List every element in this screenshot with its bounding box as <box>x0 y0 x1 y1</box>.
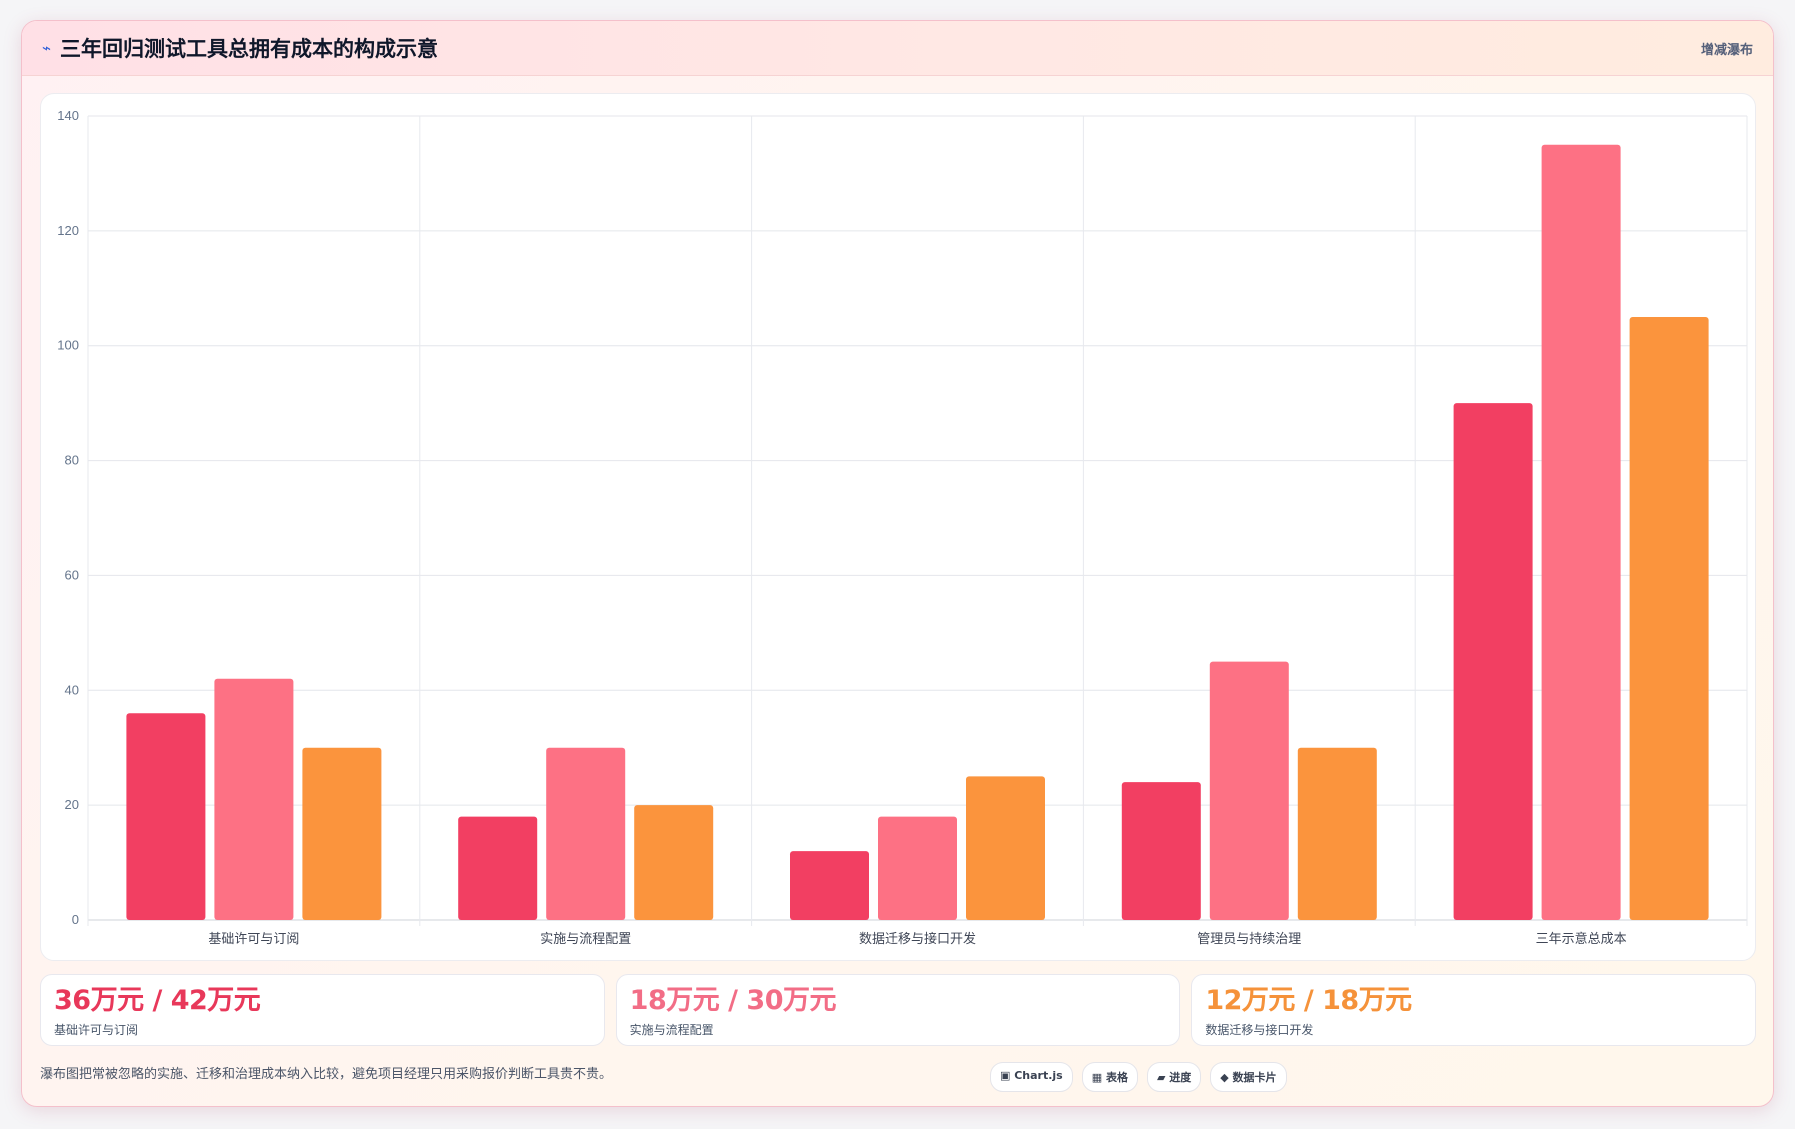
bar <box>546 747 626 920</box>
kpi-card-implementation: 18万元 / 30万元 实施与流程配置 <box>615 974 1181 1046</box>
kpi-row: 36万元 / 42万元 基础许可与订阅 18万元 / 30万元 实施与流程配置 … <box>40 974 1757 1046</box>
x-tick-label: 管理员与持续治理 <box>1197 932 1301 947</box>
x-tick-label: 基础许可与订阅 <box>208 932 299 947</box>
feature-chips: ▣ Chart.js ▦ 表格 ▰ 进度 ◆ 数据卡片 <box>990 1062 1287 1092</box>
chart-type-tag: 增减瀑布 <box>1700 42 1753 58</box>
chip-progress[interactable]: ▰ 进度 <box>1146 1062 1202 1092</box>
kpi-label: 数据迁移与接口开发 <box>1205 1023 1314 1037</box>
x-tick-label: 数据迁移与接口开发 <box>859 931 976 947</box>
y-tick-label: 120 <box>57 223 79 238</box>
bar <box>1453 403 1533 921</box>
kpi-label: 实施与流程配置 <box>629 1023 714 1037</box>
bar <box>1121 782 1201 920</box>
kpi-value: 12万元 / 18万元 <box>1205 985 1412 1016</box>
bar <box>126 713 206 920</box>
y-tick-label: 140 <box>57 108 79 123</box>
kpi-value: 36万元 / 42万元 <box>54 985 261 1016</box>
card-header: ⌁ 三年回归测试工具总拥有成本的构成示意 增减瀑布 <box>22 21 1773 76</box>
bar-chart: 0 20 40 60 80 100 120 140 基础许可与订阅 实施与流程配置 数据迁移与接口开… <box>57 108 1748 947</box>
chip-table[interactable]: ▦ 表格 <box>1081 1062 1138 1092</box>
kpi-card-migration: 12万元 / 18万元 数据迁移与接口开发 <box>1191 974 1757 1046</box>
bar <box>214 678 294 920</box>
bar <box>458 816 538 920</box>
bar <box>790 851 869 920</box>
bar <box>1209 661 1289 920</box>
y-tick-label: 60 <box>65 567 79 582</box>
x-tick-label: 三年示意总成本 <box>1536 931 1627 947</box>
chip-chartjs[interactable]: ▣ Chart.js <box>990 1062 1073 1092</box>
bar <box>302 747 382 920</box>
kpi-value: 18万元 / 30万元 <box>629 985 837 1016</box>
bar <box>878 816 957 920</box>
footer-note: 瀑布图把常被忽略的实施、迁移和治理成本纳入比较，避免项目经理只用采购报价判断工具… <box>40 1067 613 1082</box>
bar <box>1629 317 1709 920</box>
x-tick-label: 实施与流程配置 <box>540 932 631 947</box>
kpi-card-license: 36万元 / 42万元 基础许可与订阅 <box>40 974 605 1046</box>
y-tick-label: 40 <box>65 682 79 697</box>
chart-card: ⌁ 三年回归测试工具总拥有成本的构成示意 增减瀑布 0 20 40 60 80 100 12… <box>21 20 1774 1107</box>
chart-panel: 0 20 40 60 80 100 120 140 基础许可与订阅 实施与流程配置 数据迁移与接口开… <box>40 93 1756 961</box>
y-tick-label: 80 <box>65 453 79 468</box>
lightning-icon: ⌁ <box>42 39 52 57</box>
bar <box>634 805 714 920</box>
chip-data-cards[interactable]: ◆ 数据卡片 <box>1210 1062 1287 1092</box>
y-tick-label: 100 <box>57 338 79 353</box>
y-tick-label: 20 <box>65 797 79 812</box>
bar <box>966 776 1045 920</box>
y-tick-label: 0 <box>72 912 79 927</box>
bar <box>1297 747 1377 920</box>
chart-title: 三年回归测试工具总拥有成本的构成示意 <box>60 37 439 61</box>
kpi-label: 基础许可与订阅 <box>54 1023 139 1037</box>
bar <box>1541 144 1621 920</box>
